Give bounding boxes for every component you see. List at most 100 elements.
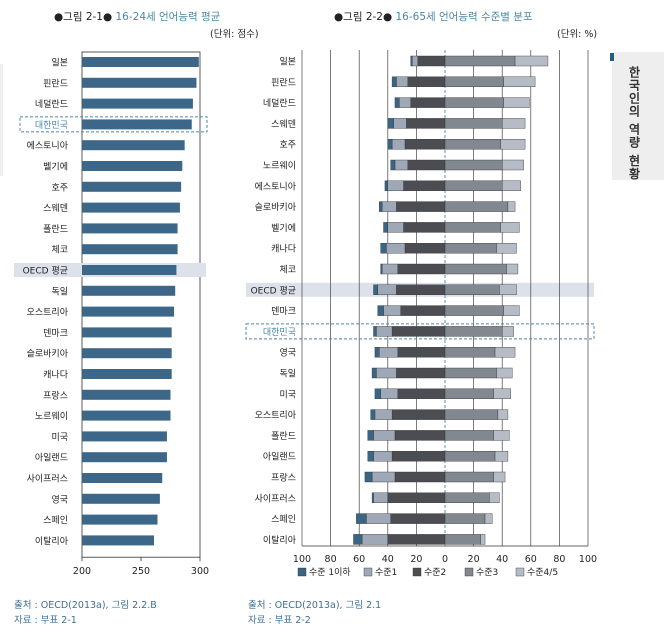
fig2-seg-수준3-체코 — [444, 263, 507, 275]
fig2-seg-수준1-영국 — [379, 347, 399, 358]
fig2-seg-수준1-호주 — [391, 138, 406, 150]
fig2-seg-수준1-벨기에 — [387, 222, 404, 233]
fig1-category-label: 캐나다 — [43, 370, 69, 381]
fig2-seg-수준2-폴란드 — [394, 430, 446, 441]
fig2-category-label: 호주 — [279, 140, 296, 151]
fig2-seg-수준4-5-아일랜드 — [494, 451, 509, 462]
fig2-seg-수준3-일본 — [444, 55, 516, 67]
fig2-source: 출처 : OECD(2013a), 그림 2.1 — [248, 600, 382, 611]
fig2-seg-수준-1이하-덴마크 — [377, 305, 384, 316]
fig2-seg-수준3-오스트리아 — [444, 409, 499, 420]
fig1-bar-호주 — [82, 181, 182, 192]
fig2-seg-수준4-5-스페인 — [484, 513, 493, 524]
fig2-seg-수준4-5-에스토니아 — [502, 180, 521, 192]
fig2-seg-수준1-OECD-평균 — [377, 284, 397, 295]
fig2-seg-수준-1이하-체코 — [380, 263, 383, 275]
fig2-seg-수준3-호주 — [444, 138, 501, 150]
fig1-tick-label: 200 — [73, 566, 91, 577]
fig2-seg-수준1-핀란드 — [396, 76, 409, 88]
fig1-bar-영국 — [82, 493, 160, 504]
fig1-bar-폴란드 — [82, 223, 178, 234]
fig2-seg-수준2-핀란드 — [407, 76, 446, 88]
fig1-bar-OECD-평균 — [82, 265, 177, 275]
fig2-category-label: 핀란드 — [271, 76, 296, 88]
fig2-seg-수준2-에스토니아 — [403, 180, 446, 192]
fig1-data-note: 자료 : 부표 2-1 — [14, 615, 77, 626]
fig2-seg-수준4-5-이탈리아 — [480, 534, 486, 545]
fig2-seg-수준4-5-오스트리아 — [497, 409, 509, 420]
fig2-seg-수준3-스웨덴 — [444, 118, 503, 129]
fig2-seg-수준3-핀란드 — [444, 76, 504, 88]
fig2-seg-수준2-캐나다 — [404, 242, 446, 254]
fig2-seg-수준4-5-캐나다 — [496, 242, 517, 254]
fig2-seg-수준2-스웨덴 — [406, 118, 446, 129]
fig1-category-label: 이탈리아 — [35, 536, 69, 547]
fig2-seg-수준-1이하-핀란드 — [391, 76, 397, 88]
fig2-seg-수준4-5-노르웨이 — [502, 159, 524, 171]
fig2-category-label: 폴란드 — [271, 430, 296, 442]
fig2-tick-label: 80 — [325, 554, 337, 565]
fig2-category-label: 오스트리아 — [255, 410, 297, 421]
fig1-category-label: 슬로바키아 — [27, 349, 69, 360]
fig2-seg-수준3-사이프러스 — [444, 492, 490, 503]
fig2-seg-수준2-슬로바키아 — [396, 201, 446, 212]
fig1-category-label: 스웨덴 — [43, 202, 68, 214]
fig1-unit: (단위: 점수) — [210, 29, 259, 40]
fig1-category-label: 대한민국 — [35, 120, 68, 131]
fig2-seg-수준2-오스트리아 — [391, 409, 446, 420]
fig2-seg-수준2-사이프러스 — [387, 492, 446, 503]
fig2-category-label: 영국 — [279, 348, 296, 359]
fig2-category-label: 독일 — [279, 369, 296, 380]
fig2-seg-수준2-덴마크 — [400, 305, 446, 316]
fig2-seg-수준3-스페인 — [444, 513, 486, 524]
fig2-legend-swatch-수준1 — [363, 567, 373, 577]
fig2-seg-수준3-OECD-평균 — [444, 284, 500, 295]
fig2-seg-수준2-아일랜드 — [391, 451, 446, 462]
fig1-category-label: 아일랜드 — [35, 453, 68, 464]
fig1-category-label: 독일 — [51, 286, 68, 297]
fig2-seg-수준-1이하-벨기에 — [383, 222, 389, 233]
fig1-category-label: 네덜란드 — [35, 98, 68, 110]
fig1-bar-핀란드 — [82, 77, 197, 88]
fig2-legend-swatch-수준2 — [412, 567, 422, 577]
fig2-category-label: 사이프러스 — [255, 493, 296, 504]
fig2-legend-label: 수준1 — [375, 567, 397, 578]
fig2-seg-수준1-체코 — [381, 263, 399, 275]
fig1-bar-스페인 — [82, 514, 158, 525]
fig2-seg-수준3-벨기에 — [444, 222, 501, 233]
fig2-seg-수준-1이하-이탈리아 — [353, 534, 363, 545]
fig2-seg-수준1-오스트리아 — [374, 409, 393, 420]
fig2-seg-수준4-5-독일 — [496, 367, 513, 379]
fig2-legend-label: 수준4/5 — [527, 567, 558, 578]
fig1-bar-대한민국 — [82, 119, 192, 130]
fig2-seg-수준2-OECD-평균 — [396, 284, 446, 295]
fig2-seg-수준1-스웨덴 — [393, 118, 407, 129]
fig2-category-label: 덴마크 — [271, 306, 296, 317]
chapter-side-tab — [612, 52, 664, 180]
fig2-seg-수준4-5-스웨덴 — [502, 118, 526, 129]
fig2-seg-수준1-노르웨이 — [394, 159, 409, 171]
fig2-seg-수준-1이하-노르웨이 — [390, 159, 396, 171]
fig2-seg-수준3-덴마크 — [444, 305, 504, 316]
fig2-tick-label: 100 — [579, 554, 597, 565]
fig2-number: ●그림 2-2● — [334, 11, 393, 23]
fig2-seg-수준-1이하-OECD-평균 — [373, 284, 378, 295]
fig1-bar-스웨덴 — [82, 202, 180, 213]
fig1-category-label: OECD 평균 — [23, 266, 68, 277]
fig1-bar-노르웨이 — [82, 410, 171, 421]
fig1-category-label: 스페인 — [43, 515, 68, 526]
fig2-seg-수준2-미국 — [397, 388, 446, 399]
fig2-seg-수준-1이하-캐나다 — [380, 242, 387, 254]
fig2-seg-수준1-스페인 — [366, 513, 391, 524]
fig2-seg-수준-1이하-미국 — [374, 388, 381, 399]
fig2-seg-수준2-체코 — [397, 263, 446, 275]
fig2-seg-수준-1이하-오스트리아 — [370, 409, 376, 420]
fig1-bar-아일랜드 — [82, 452, 167, 463]
fig2-seg-수준2-스페인 — [390, 513, 446, 524]
fig2-category-label: 일본 — [279, 57, 296, 68]
fig2-seg-수준3-아일랜드 — [444, 451, 496, 462]
fig2-seg-수준3-폴란드 — [444, 430, 494, 441]
fig2-seg-수준1-아일랜드 — [373, 451, 393, 462]
fig2-seg-수준3-독일 — [444, 367, 497, 379]
